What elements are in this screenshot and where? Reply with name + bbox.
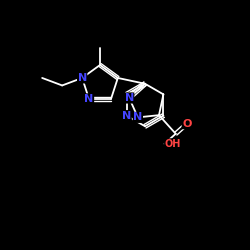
Text: N: N — [122, 110, 131, 121]
Text: N: N — [84, 94, 94, 104]
Text: N: N — [124, 93, 134, 103]
Text: OH: OH — [164, 139, 181, 149]
Text: N: N — [78, 73, 87, 83]
Text: O: O — [182, 119, 192, 129]
Text: N: N — [133, 112, 142, 122]
